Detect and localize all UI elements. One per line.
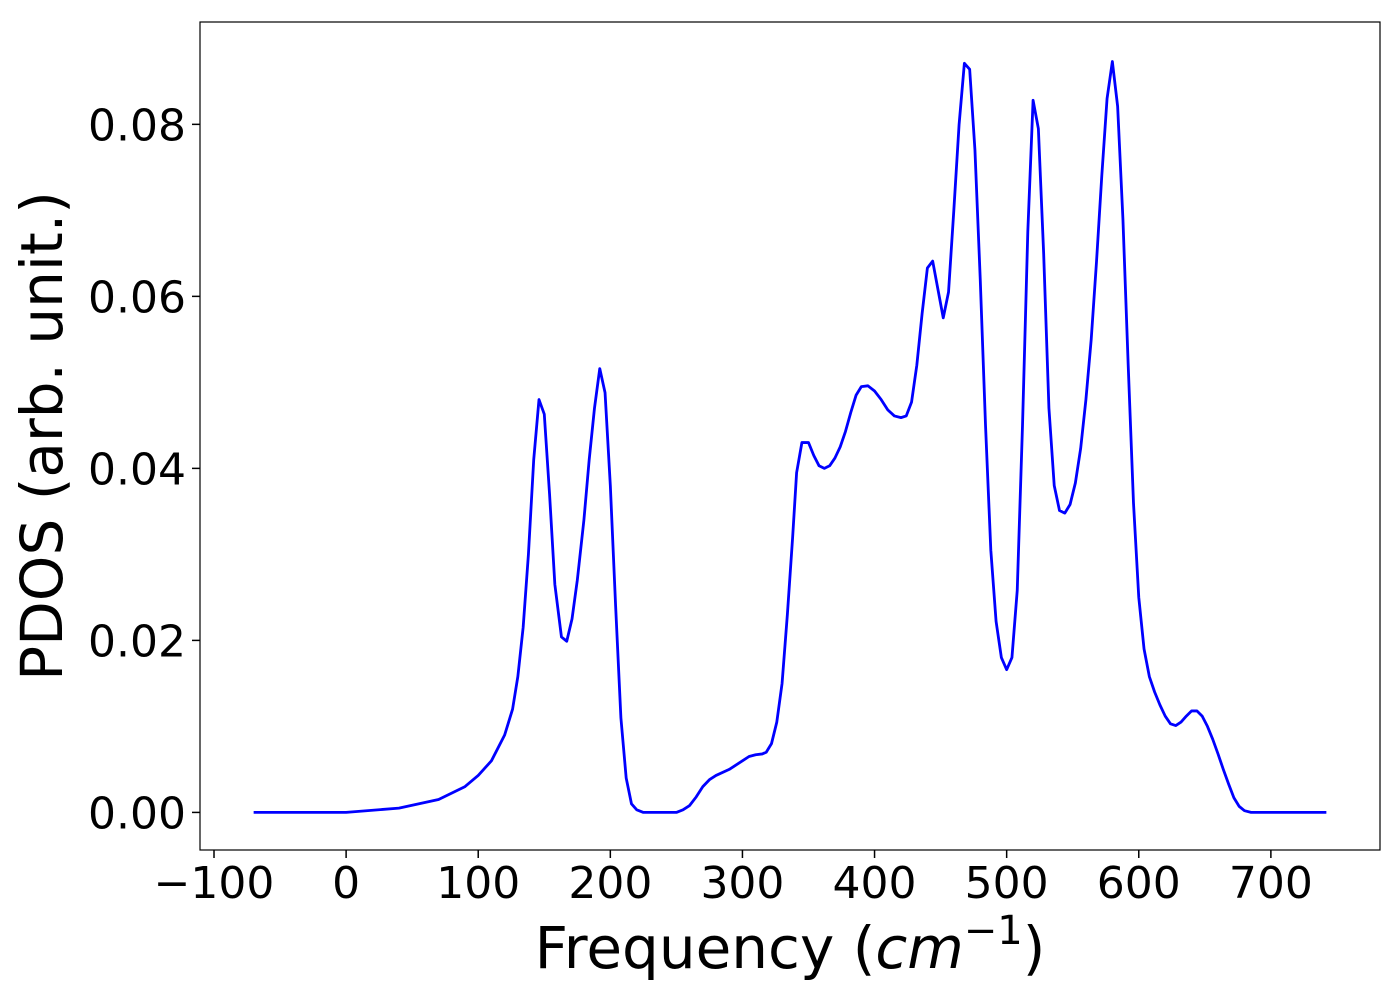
- x-label-exponent: −1: [964, 908, 1023, 954]
- data-line: [253, 60, 1327, 814]
- x-tick-label: 200: [568, 858, 652, 909]
- x-tick-label: 100: [436, 858, 520, 909]
- x-label-text: ): [1023, 914, 1046, 982]
- y-tick-label: 0.08: [88, 100, 186, 151]
- x-tick-label: 700: [1229, 858, 1313, 909]
- x-label-text: Frequency (: [535, 914, 876, 982]
- x-axis-label: Frequency (cm−1): [535, 908, 1046, 982]
- y-tick-label: 0.00: [88, 788, 186, 839]
- x-tick-label: −100: [154, 858, 275, 909]
- x-tick-label: 400: [833, 858, 917, 909]
- x-tick-label: 600: [1097, 858, 1181, 909]
- y-axis-label: PDOS (arb. unit.): [8, 191, 76, 681]
- x-tick-label: 500: [965, 858, 1049, 909]
- y-tick-label: 0.04: [88, 444, 186, 495]
- x-label-unit: cm: [875, 914, 963, 982]
- x-tick-label: 0: [332, 858, 360, 909]
- y-tick-label: 0.02: [88, 616, 186, 667]
- y-tick-label: 0.06: [88, 272, 186, 323]
- plot-frame: [199, 21, 1381, 851]
- x-tick-label: 300: [700, 858, 784, 909]
